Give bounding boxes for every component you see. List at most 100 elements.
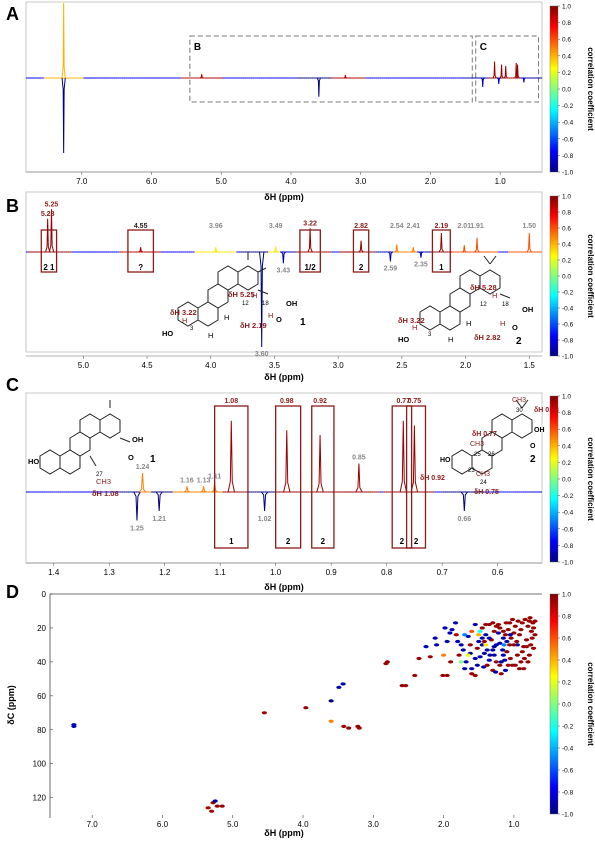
structure-1c-atom-27: 27	[96, 472, 103, 478]
scatter-point	[500, 636, 506, 640]
peak-label: 4.55	[134, 223, 148, 230]
colorbar-tick-label: 0.4	[562, 658, 571, 665]
panel-label-d: D	[6, 582, 19, 602]
x-axis-tick-label: 5.0	[216, 177, 228, 186]
spectrum-peak	[138, 472, 147, 493]
structure-2c-annotation-075: δH 0.75	[474, 489, 499, 496]
scatter-point	[515, 619, 521, 623]
structure-1-panel-b	[177, 252, 269, 327]
scatter-point	[483, 633, 489, 637]
structure-1c-atom-oh: OH	[132, 435, 143, 444]
highlight-box-label: 1/2	[305, 263, 317, 272]
scatter-point	[528, 643, 534, 647]
colorbar-tick-label: 0.0	[562, 477, 571, 484]
panel-a-x-label: δH (ppm)	[264, 192, 303, 202]
structure-2-panel-c	[451, 399, 533, 475]
spectrum-peak	[499, 64, 504, 79]
scatter-point	[497, 626, 503, 630]
structure-2c-atom-ch3-low: CH3	[476, 471, 490, 478]
scatter-point	[523, 645, 530, 649]
scatter-point	[477, 655, 483, 659]
highlight-box-label: 2 1	[43, 263, 55, 272]
scatter-point	[495, 631, 502, 635]
structure-2c-atom-ch3-top: CH3	[512, 397, 526, 404]
colorbar-tick-label: 0.8	[562, 614, 571, 621]
spectrum-peak	[283, 430, 291, 493]
scatter-point	[474, 663, 480, 667]
scatter-point	[403, 684, 409, 688]
spectrum-peak	[48, 209, 55, 253]
scatter-point	[483, 643, 489, 647]
structure-2c-number: 2	[530, 454, 536, 465]
scatter-point	[502, 633, 509, 637]
scatter-point	[502, 668, 509, 672]
scatter-point	[463, 660, 469, 664]
colorbar-tick-label: 1.0	[562, 592, 571, 599]
colorbar-label: correlation coefficient	[586, 234, 595, 318]
structure-1-panel-c-text: 27 CH3 δH 1.08 HO OH O 1	[28, 435, 156, 498]
scatter-point	[479, 636, 485, 640]
panel-b-frame	[25, 191, 543, 353]
peak-label: 2.19	[435, 223, 449, 230]
structure-2-panel-b	[419, 255, 511, 331]
scatter-point	[525, 660, 531, 664]
highlight-box-label: 1	[229, 537, 234, 546]
structure-1c-atom-ch3: CH3	[96, 477, 111, 486]
structure-2-annotation-h3: δH 3.22	[398, 316, 425, 325]
x-axis-tick-label: 3.0	[355, 177, 367, 186]
panel-d-y-axis: 0 20 40 60 80 100 120	[33, 590, 53, 803]
peak-label: 3.60	[255, 351, 269, 358]
peak-label: 3.22	[303, 220, 317, 227]
colorbar-tick-label: -0.6	[562, 322, 574, 329]
scatter-point	[491, 645, 497, 649]
spectrum-peak	[61, 77, 66, 154]
structure-1-annotation-h18: δH 2.19	[240, 321, 267, 330]
spectrum-peak	[227, 420, 235, 493]
colorbar-tick-label: -0.2	[562, 103, 574, 110]
x-axis-tick-label: 1.4	[48, 568, 60, 577]
scatter-point	[493, 660, 499, 664]
spectrum-peak	[399, 420, 407, 493]
structure-2-panel-c-text: CH3 30 δH 0.98 δH 0.77 CH3 25 26 23 CH3 …	[420, 397, 559, 496]
scatter-point	[505, 663, 511, 667]
scatter-point	[504, 639, 510, 644]
highlight-box-label: 1	[439, 263, 444, 272]
highlight-box	[311, 405, 335, 549]
scatter-point	[504, 650, 510, 654]
structure-1-atom-h-c: H	[268, 311, 273, 320]
peak-label: 0.77	[396, 398, 410, 405]
scatter-point	[521, 656, 528, 661]
scatter-point	[514, 653, 521, 657]
scatter-point	[346, 726, 352, 730]
colorbar-tick-label: 0.6	[562, 37, 571, 44]
x-axis-tick-label: 4.5	[141, 361, 153, 370]
scatter-point	[214, 804, 220, 808]
scatter-point	[500, 653, 506, 657]
structure-2c-atom-oh: OH	[534, 427, 545, 434]
colorbar-tick-label: 1.0	[562, 4, 571, 11]
scatter-point	[412, 673, 418, 678]
zoom-box-label: B	[194, 42, 201, 53]
colorbar-tick-label: 0.4	[562, 242, 571, 249]
panel-a-frame	[25, 1, 543, 173]
structure-1-atom-ho: HO	[162, 329, 173, 338]
structure-2-number: 2	[516, 336, 522, 347]
scatter-point	[209, 809, 215, 813]
structure-1-number: 1	[300, 317, 306, 328]
spectrum-peak	[200, 486, 207, 493]
spectrum-peak	[394, 244, 400, 253]
structure-1-atom-3: 3	[190, 326, 194, 332]
structure-2-atom-12: 12	[480, 302, 487, 308]
panel-c-peak-labels: 1.08 0.98 0.92 0.770.75 0.85 1.24 1.16 1.131.11…	[130, 398, 471, 533]
spectrum-peak	[492, 61, 497, 79]
structure-1-panel-c	[39, 400, 131, 475]
scatter-point	[448, 660, 454, 664]
structure-1-atom-h-b: H	[182, 316, 187, 325]
structure-1-atom-oh: OH	[286, 299, 297, 308]
spectrum-peak	[387, 251, 393, 262]
spectrum-peak	[438, 232, 444, 253]
spectrum-peak	[418, 251, 424, 258]
structure-1-atom-12: 12	[242, 301, 249, 307]
colorbar-tick-label: 0.0	[562, 87, 571, 94]
colorbar-tick-label: 0.2	[562, 258, 571, 265]
